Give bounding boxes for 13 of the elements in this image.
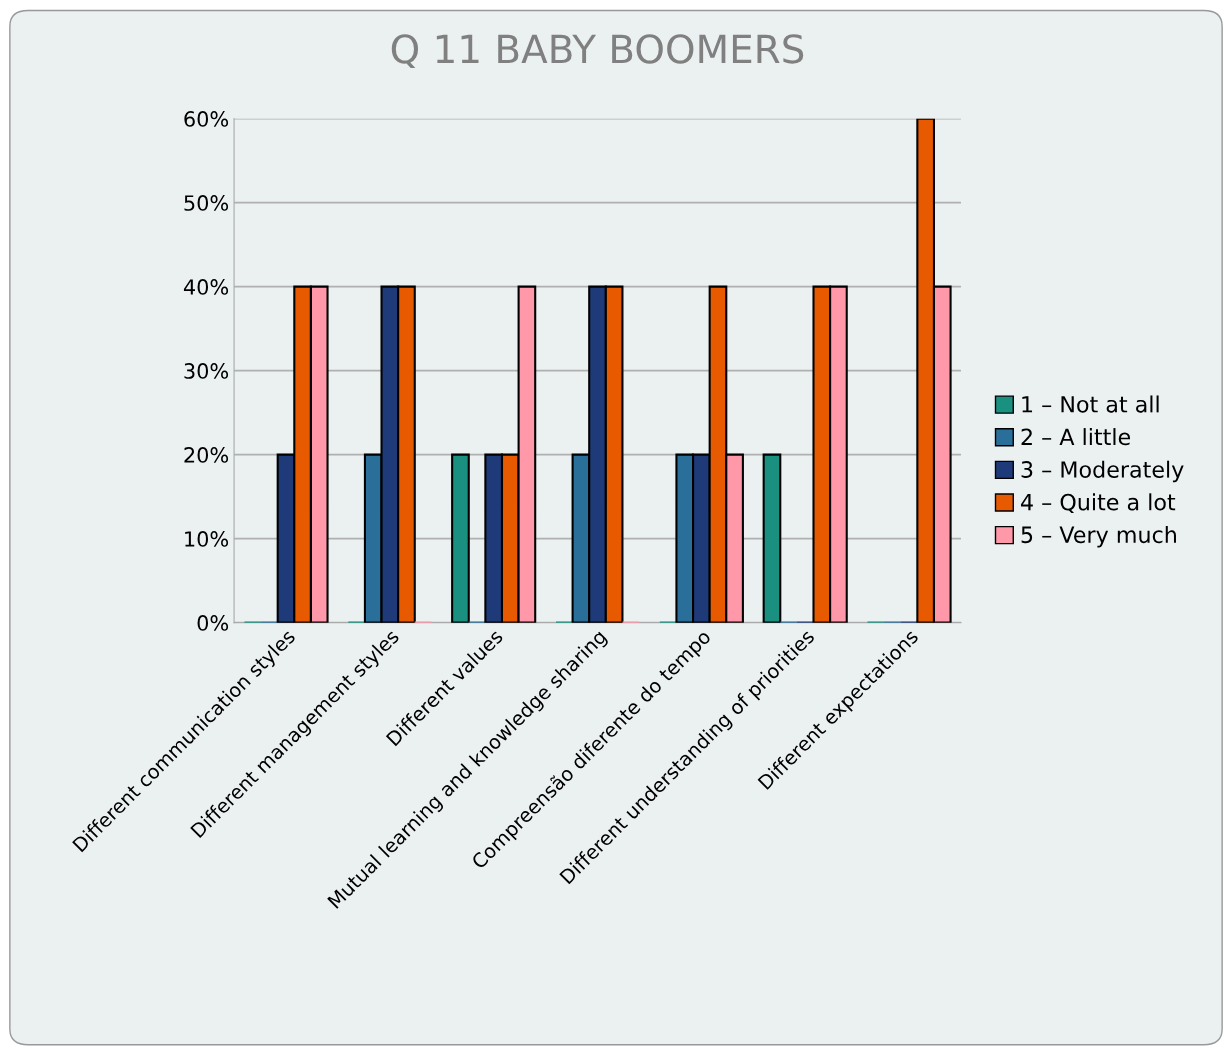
legend-label: 1 – Not at all (1022, 395, 1159, 413)
y-tick-label: 0% (197, 615, 229, 631)
y-tick-label: 40% (183, 279, 229, 295)
legend-label: 5 – Very much (1021, 525, 1176, 548)
legend-label: 4 – Quite a lot (1021, 493, 1176, 514)
y-tick-label: 30% (184, 363, 229, 379)
y-tick-label: 10% (185, 531, 229, 547)
legend-label: 3 – Moderately (1021, 460, 1184, 483)
y-tick-label: 60% (184, 111, 229, 127)
y-tick-label: 20% (184, 447, 229, 463)
chart-title: Q 11 BABY BOOMERS (391, 34, 804, 69)
legend-label: 2 – A little (1021, 428, 1131, 446)
y-tick-label: 50% (184, 195, 229, 211)
